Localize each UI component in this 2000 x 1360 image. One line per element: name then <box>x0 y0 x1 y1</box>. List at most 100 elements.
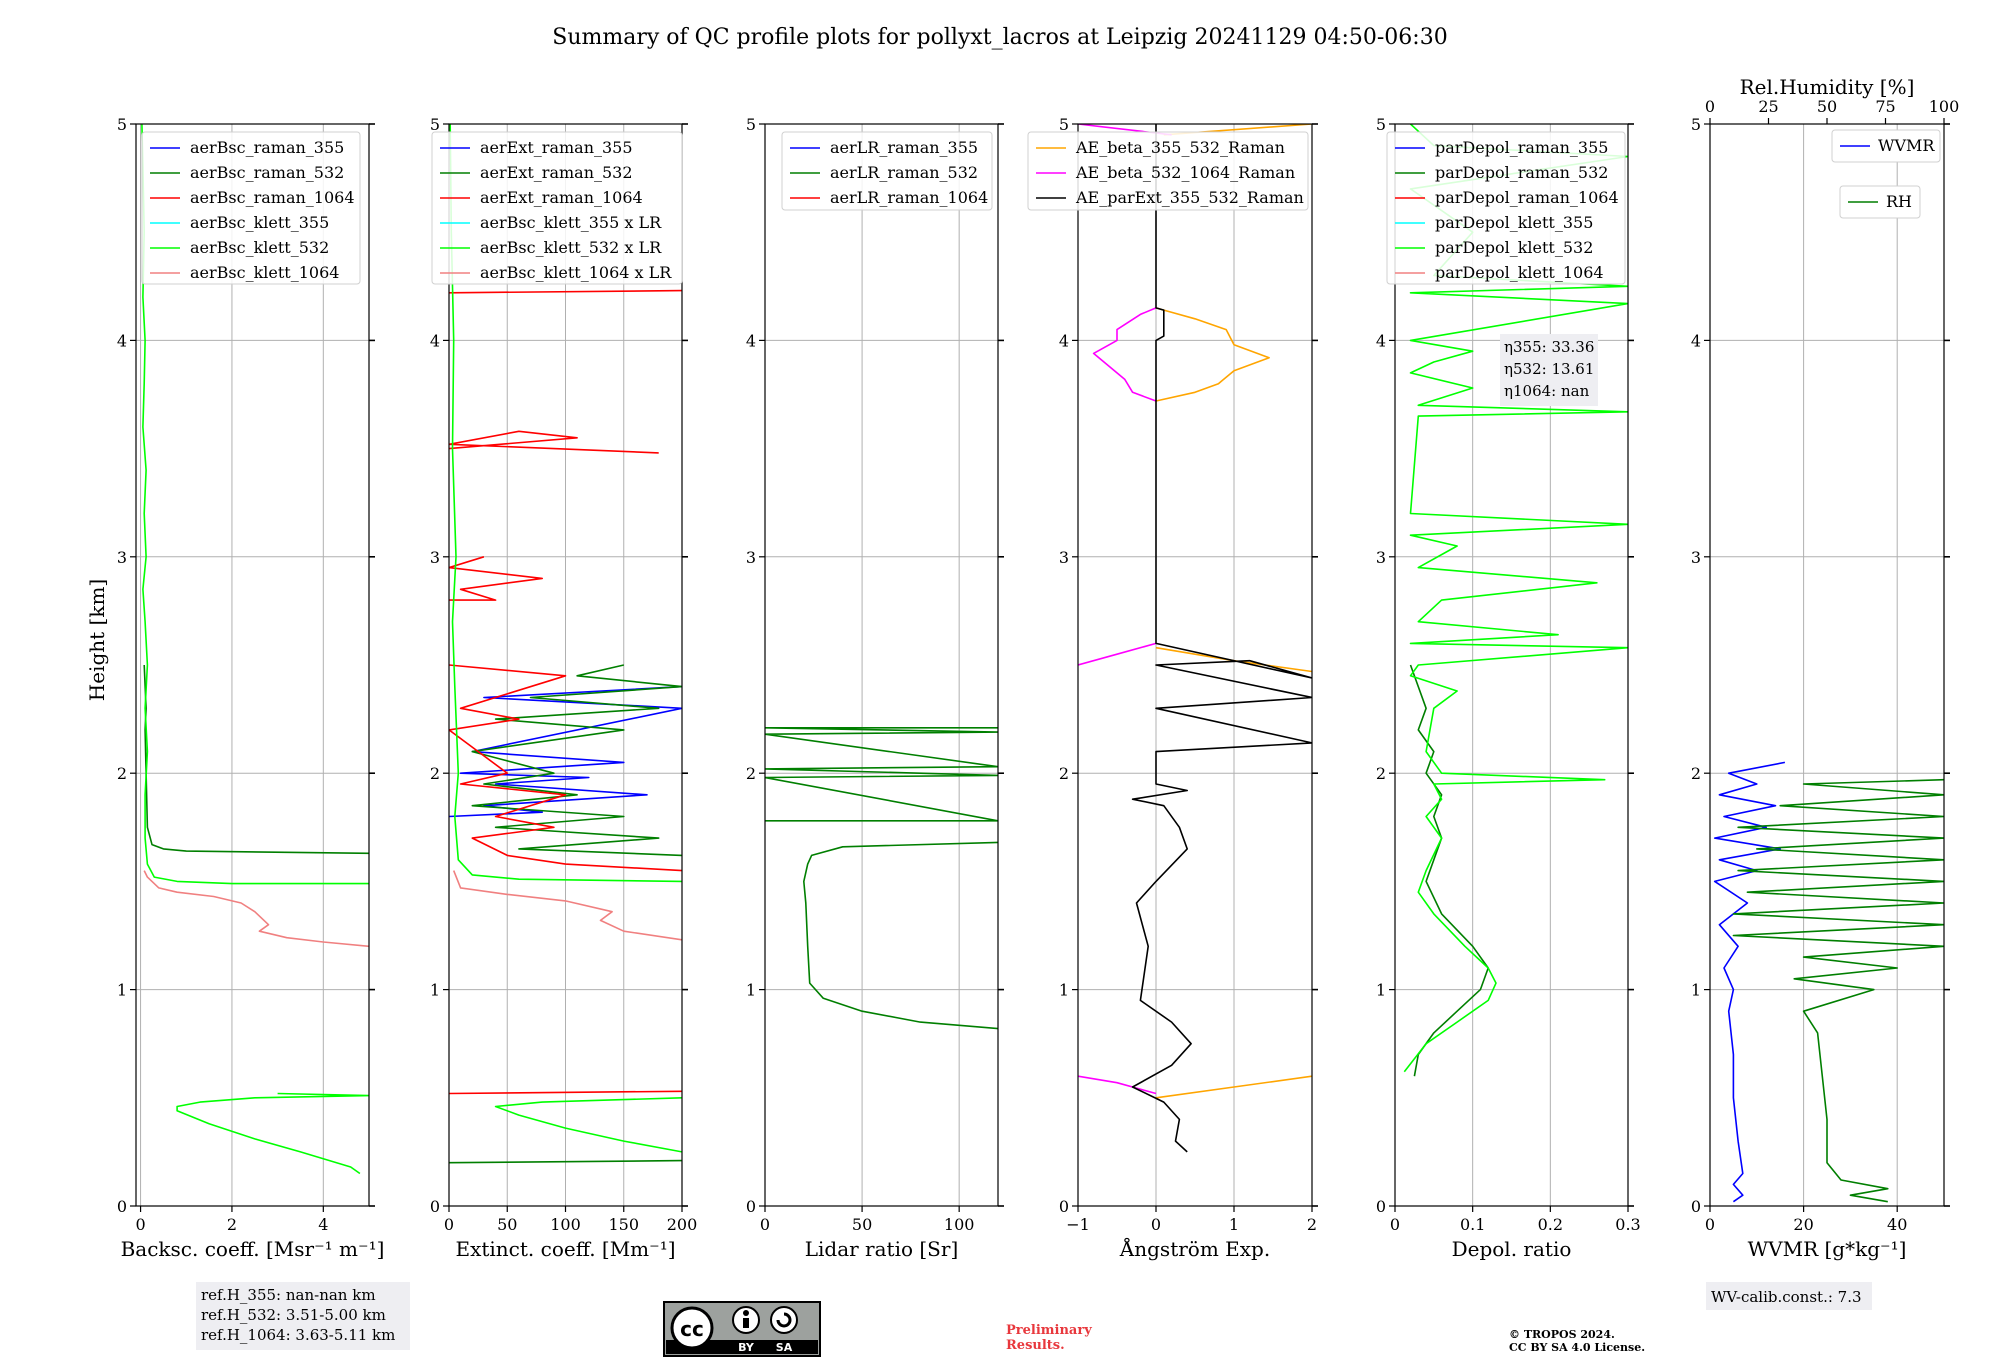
y-tick-label: 1 <box>1376 981 1386 1000</box>
x-tick-label: 200 <box>667 1215 698 1234</box>
legend-label: aerBsc_raman_1064 <box>190 188 355 207</box>
figure-title: Summary of QC profile plots for pollyxt_… <box>552 25 1447 50</box>
x-tick-label: 150 <box>608 1215 639 1234</box>
legend-label: parDepol_klett_532 <box>1435 238 1593 257</box>
preliminary-line1: Preliminary <box>1006 1323 1092 1338</box>
x-tick-label: −1 <box>1066 1215 1090 1234</box>
x-axis-label: Depol. ratio <box>1452 1237 1572 1261</box>
y-tick-label: 1 <box>430 981 440 1000</box>
legend-label: aerBsc_klett_532 x LR <box>480 238 662 257</box>
wv-calib-text: WV-calib.const.: 7.3 <box>1711 1288 1862 1306</box>
axes-frame <box>1394 123 1629 1207</box>
legend-label: WVMR <box>1878 136 1935 155</box>
legend-box-rh <box>1839 185 1921 219</box>
series-line <box>1078 1075 1157 1095</box>
y-tick-label: 4 <box>746 331 756 350</box>
y-tick-label: 4 <box>1059 331 1069 350</box>
legend-label: AE_beta_532_1064_Raman <box>1075 163 1295 182</box>
y-tick-label: 4 <box>1691 331 1701 350</box>
y-tick-label: 3 <box>430 548 440 567</box>
y-tick-label: 0 <box>746 1197 756 1216</box>
y-tick-label: 4 <box>117 331 127 350</box>
series-line <box>143 870 369 948</box>
series-group <box>141 124 369 1175</box>
x-tick-label: 2 <box>227 1215 237 1234</box>
y-tick-label: 2 <box>1059 764 1069 783</box>
series-line <box>494 1097 682 1153</box>
legend-label: AE_beta_355_532_Raman <box>1075 138 1285 157</box>
x-axis-label: Ångström Exp. <box>1119 1236 1270 1261</box>
top-tick-label: 75 <box>1875 97 1895 116</box>
x-tick-label: 4 <box>318 1215 328 1234</box>
eta-label: η1064: nan <box>1504 382 1590 400</box>
x-tick-label: 100 <box>550 1215 581 1234</box>
legend-label: aerBsc_raman_532 <box>190 163 344 182</box>
wv-calib-box <box>1706 1282 1872 1310</box>
panel-lr: 0 50 100 0 1 2 3 4 5 Lidar ratio [Sr] aerLR_raman_… <box>746 115 1004 1261</box>
series-line <box>176 1092 369 1175</box>
panel-bsc: 0 2 4 0 1 2 3 4 5 Backsc. coeff. [Msr⁻¹ m⁻¹] aerBs… <box>117 115 385 1261</box>
y-tick-label: 0 <box>1376 1197 1386 1216</box>
x-tick-label: 0 <box>1705 1215 1715 1234</box>
sa-share-icon <box>770 1306 798 1334</box>
x-tick-label: 100 <box>944 1215 975 1234</box>
x-tick-label: 0 <box>135 1215 145 1234</box>
series-line <box>1403 124 1628 1073</box>
y-tick-label: 1 <box>1691 981 1701 1000</box>
series-group <box>1713 761 1944 1203</box>
legend-label: aerExt_raman_355 <box>480 138 633 157</box>
legend-box <box>431 131 683 285</box>
eta-box <box>1500 334 1598 406</box>
x-tick-label: 0.1 <box>1460 1215 1485 1234</box>
y-tick-label: 2 <box>430 764 440 783</box>
legend-label: parDepol_raman_355 <box>1435 138 1608 157</box>
top-axis-label: Rel.Humidity [%] <box>1740 75 1915 99</box>
y-tick-label: 5 <box>1691 115 1701 134</box>
series-line <box>449 124 682 883</box>
by-label: BY <box>738 1341 755 1354</box>
series-line <box>449 664 682 872</box>
y-tick-label: 4 <box>430 331 440 350</box>
legend-label: aerBsc_klett_1064 <box>190 263 339 282</box>
y-tick-label: 0 <box>117 1197 127 1216</box>
y-tick-label: 1 <box>746 981 756 1000</box>
y-tick-label: 4 <box>1376 331 1386 350</box>
legend-label: parDepol_raman_1064 <box>1435 188 1619 207</box>
axes-frame <box>135 123 370 1207</box>
legend-label: aerLR_raman_1064 <box>830 188 988 207</box>
series-line <box>1155 307 1270 402</box>
top-tick-label: 100 <box>1929 97 1960 116</box>
x-tick-label: 0.3 <box>1615 1215 1640 1234</box>
legend-label: aerExt_raman_532 <box>480 163 633 182</box>
by-person-head <box>743 1310 749 1316</box>
wv-calib-annotation: WV-calib.const.: 7.3 <box>1706 1282 1872 1310</box>
refh-532: ref.H_532: 3.51-5.00 km <box>201 1306 386 1324</box>
x-tick-label: 50 <box>852 1215 872 1234</box>
series-line <box>1078 642 1157 666</box>
x-tick-label: 0 <box>1151 1215 1161 1234</box>
series-line <box>803 841 998 1030</box>
y-tick-label: 2 <box>117 764 127 783</box>
cc-logo-text: cc <box>680 1317 704 1341</box>
x-tick-label: 20 <box>1793 1215 1813 1234</box>
y-tick-label: 0 <box>1059 1197 1069 1216</box>
series-line <box>452 870 682 941</box>
x-axis-label: Extinct. coeff. [Mm⁻¹] <box>455 1237 675 1261</box>
cc-logo-icon <box>670 1306 714 1350</box>
refh-annotation: ref.H_355: nan-nan km ref.H_532: 3.51-5.… <box>196 1282 410 1350</box>
y-tick-label: 2 <box>1691 764 1701 783</box>
by-person-body <box>743 1318 749 1328</box>
x-tick-label: 0 <box>444 1215 454 1234</box>
series-line <box>1092 307 1157 402</box>
series-line <box>765 727 998 822</box>
legend-label: aerBsc_klett_1064 x LR <box>480 263 672 282</box>
x-tick-label: 0 <box>760 1215 770 1234</box>
y-tick-label: 5 <box>430 115 440 134</box>
x-tick-label: 40 <box>1887 1215 1907 1234</box>
panel-ext: 0 50 100 150 200 0 1 2 3 4 5 Extinct. coeff. [Mm⁻¹]… <box>430 115 697 1261</box>
legend-box <box>781 131 993 211</box>
axes-frame <box>1077 123 1313 1207</box>
